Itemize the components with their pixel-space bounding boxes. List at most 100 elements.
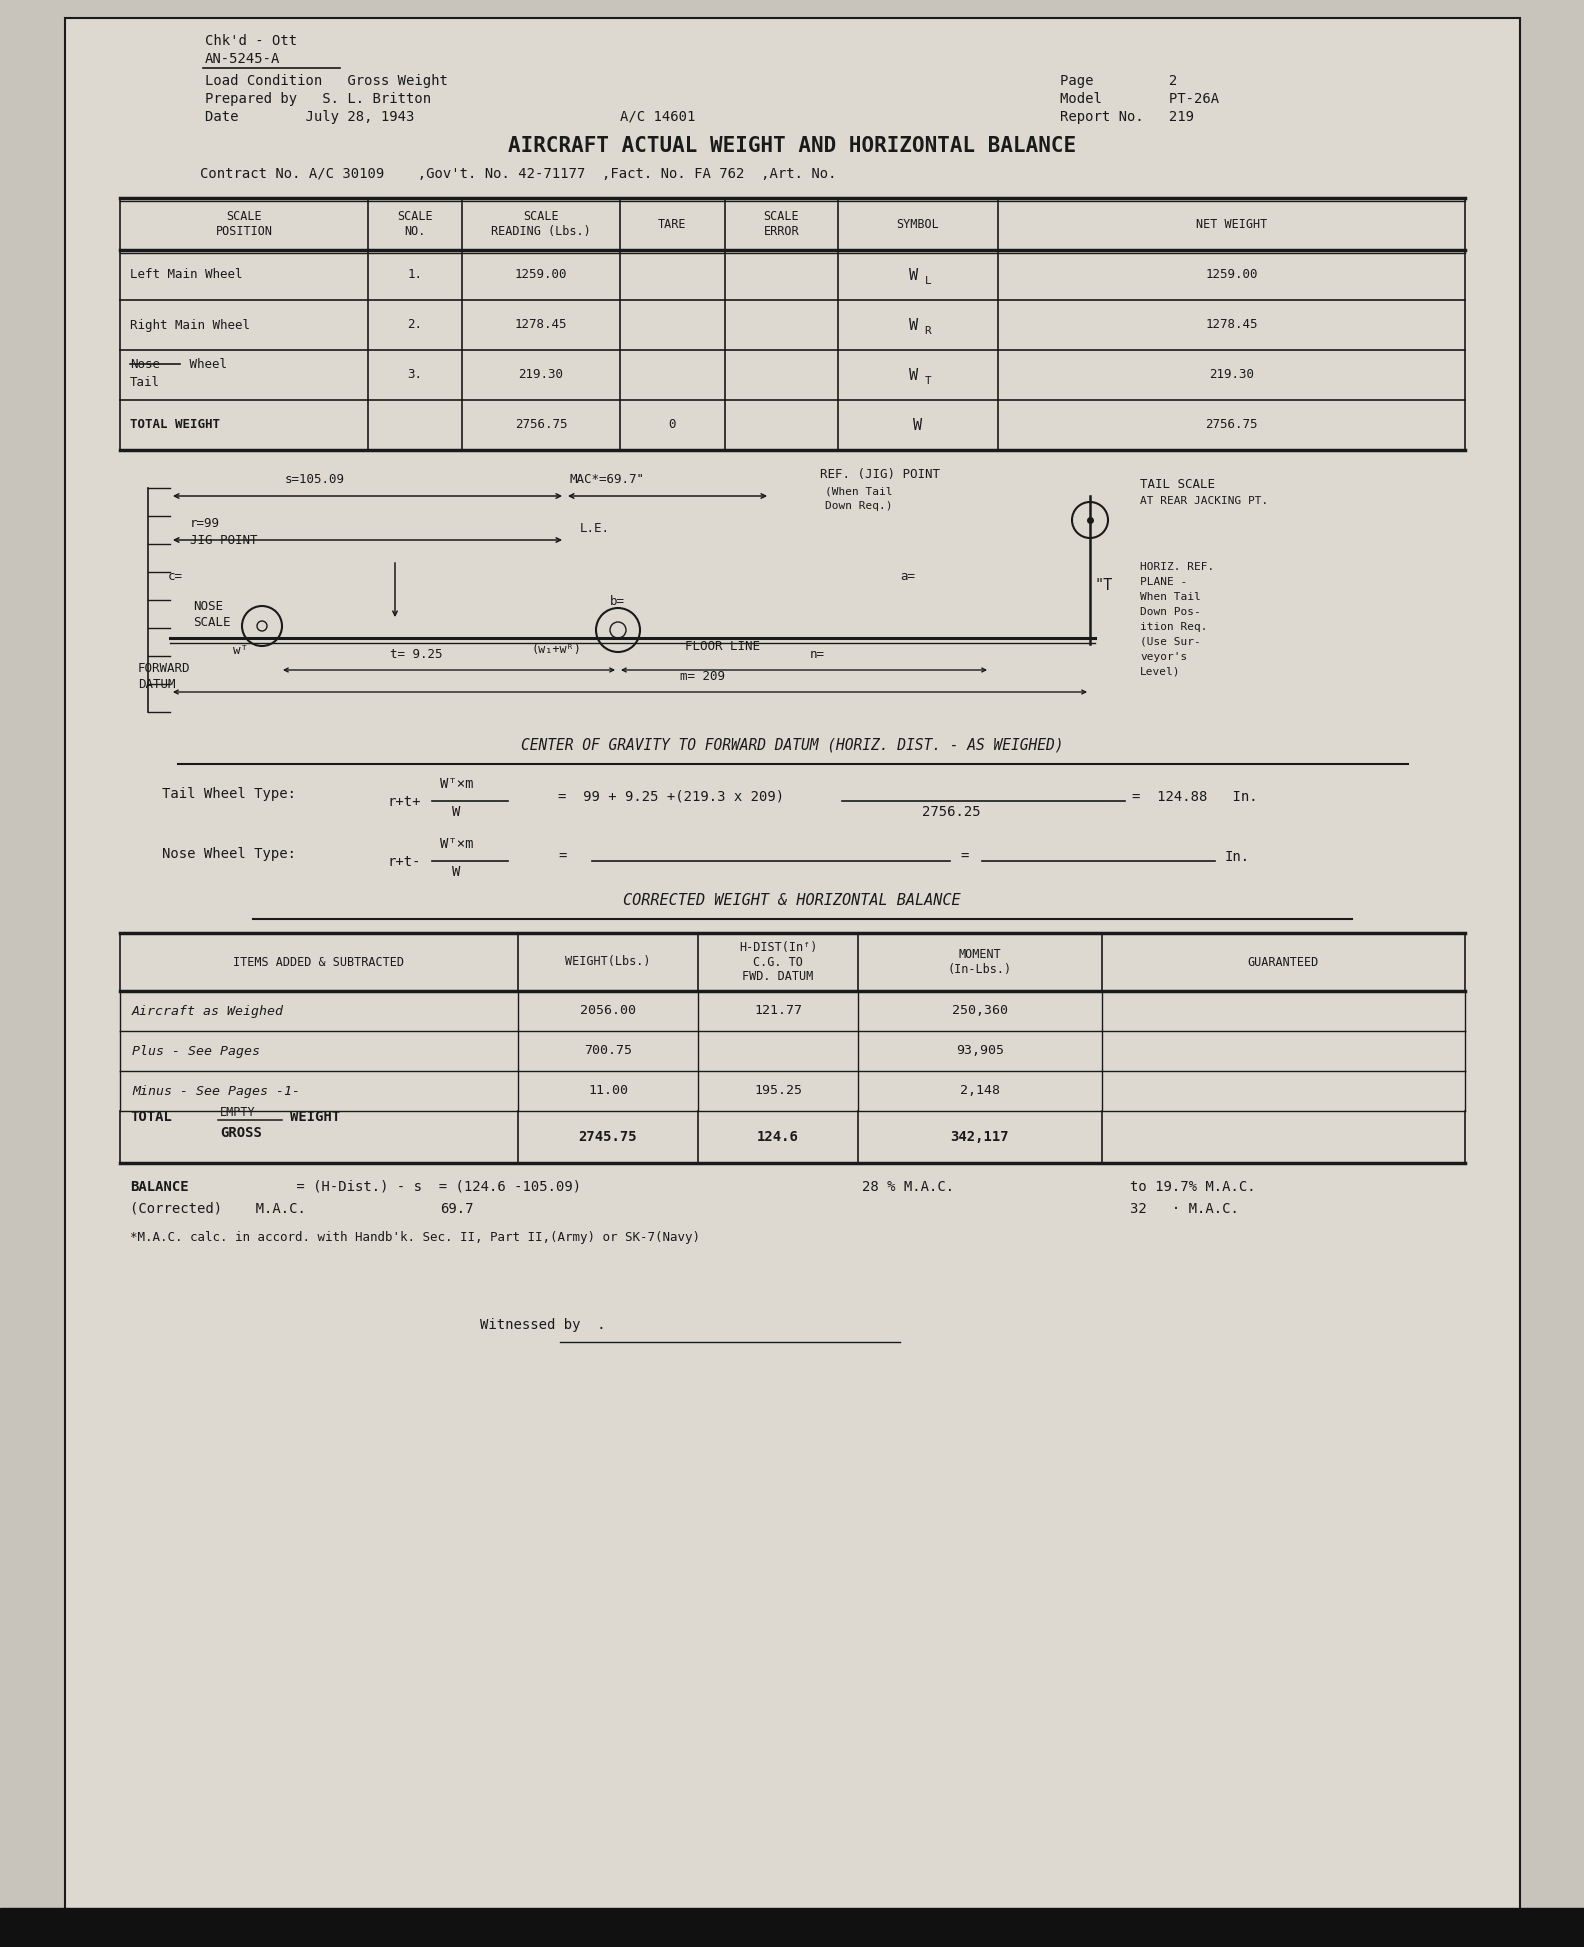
Text: 28 % M.A.C.: 28 % M.A.C. <box>862 1180 954 1194</box>
Text: TARE: TARE <box>659 218 687 230</box>
Text: =: = <box>960 851 968 864</box>
Text: 2756.25: 2756.25 <box>922 804 980 820</box>
Text: t= 9.25: t= 9.25 <box>390 648 442 660</box>
Text: Wᵀ×m: Wᵀ×m <box>440 777 474 790</box>
Text: 2756.75: 2756.75 <box>515 419 567 432</box>
Text: 1278.45: 1278.45 <box>515 319 567 331</box>
Text: 69.7: 69.7 <box>440 1201 474 1217</box>
Text: r=99: r=99 <box>190 518 220 530</box>
Text: Level): Level) <box>1140 668 1180 678</box>
Text: ition Req.: ition Req. <box>1140 621 1207 633</box>
Text: SCALE
ERROR: SCALE ERROR <box>763 210 800 238</box>
Text: s=105.09: s=105.09 <box>285 473 345 487</box>
Text: Witnessed by  .: Witnessed by . <box>480 1318 605 1332</box>
Text: Model        PT-26A: Model PT-26A <box>1060 92 1220 105</box>
Text: "T: "T <box>1095 578 1114 594</box>
Text: *M.A.C. calc. in accord. with Handb'k. Sec. II, Part II,(Army) or SK-7(Navy): *M.A.C. calc. in accord. with Handb'k. S… <box>130 1231 700 1244</box>
Text: Right Main Wheel: Right Main Wheel <box>130 319 250 331</box>
Text: T: T <box>925 376 931 386</box>
Text: SCALE
NO.: SCALE NO. <box>398 210 432 238</box>
Text: a=: a= <box>900 570 916 582</box>
Text: A/C 14601: A/C 14601 <box>619 109 695 125</box>
Text: 2,148: 2,148 <box>960 1084 1000 1098</box>
Text: 2056.00: 2056.00 <box>580 1005 637 1018</box>
Text: L: L <box>925 276 931 286</box>
Text: 1259.00: 1259.00 <box>1205 269 1258 282</box>
Text: Load Condition   Gross Weight: Load Condition Gross Weight <box>204 74 448 88</box>
Text: 11.00: 11.00 <box>588 1084 627 1098</box>
Text: Aircraft as Weighed: Aircraft as Weighed <box>131 1005 284 1018</box>
Text: r+t-: r+t- <box>388 855 421 868</box>
Text: W: W <box>909 368 919 382</box>
Text: 2745.75: 2745.75 <box>578 1129 637 1145</box>
Text: CORRECTED WEIGHT & HORIZONTAL BALANCE: CORRECTED WEIGHT & HORIZONTAL BALANCE <box>623 894 961 907</box>
Text: GUARANTEED: GUARANTEED <box>1248 956 1319 968</box>
Text: SCALE
READING (Lbs.): SCALE READING (Lbs.) <box>491 210 591 238</box>
Text: W: W <box>451 864 461 878</box>
Text: Chk'd - Ott: Chk'd - Ott <box>204 33 298 49</box>
Text: L.E.: L.E. <box>580 522 610 535</box>
Text: HORIZ. REF.: HORIZ. REF. <box>1140 563 1215 572</box>
Text: EMPTY: EMPTY <box>220 1106 255 1120</box>
Text: W: W <box>909 267 919 282</box>
Text: Prepared by   S. L. Britton: Prepared by S. L. Britton <box>204 92 431 105</box>
Text: W: W <box>451 804 461 820</box>
Text: Page         2: Page 2 <box>1060 74 1177 88</box>
Text: 124.6: 124.6 <box>757 1129 798 1145</box>
Text: 700.75: 700.75 <box>584 1044 632 1057</box>
Bar <box>0 1908 1584 1947</box>
Text: Wᵀ×m: Wᵀ×m <box>440 837 474 851</box>
Text: Tail Wheel Type:: Tail Wheel Type: <box>162 787 296 800</box>
Text: DATUM: DATUM <box>138 678 176 691</box>
Text: H-DIST(Inᶠ)
C.G. TO
FWD. DATUM: H-DIST(Inᶠ) C.G. TO FWD. DATUM <box>738 940 817 983</box>
Text: WEIGHT: WEIGHT <box>290 1110 341 1123</box>
Text: Down Pos-: Down Pos- <box>1140 607 1201 617</box>
Text: Nose Wheel Type:: Nose Wheel Type: <box>162 847 296 861</box>
Text: (Use Sur-: (Use Sur- <box>1140 637 1201 646</box>
Text: (When Tail: (When Tail <box>825 487 892 496</box>
Text: R: R <box>925 325 931 337</box>
Text: (w₁+wᴿ): (w₁+wᴿ) <box>532 643 581 656</box>
Text: veyor's: veyor's <box>1140 652 1188 662</box>
Text: (Corrected)    M.A.C.: (Corrected) M.A.C. <box>130 1201 306 1217</box>
Text: r+t+: r+t+ <box>388 794 421 810</box>
Text: =  99 + 9.25 +(219.3 x 209): = 99 + 9.25 +(219.3 x 209) <box>558 790 784 804</box>
Text: = (H-Dist.) - s  = (124.6 -105.09): = (H-Dist.) - s = (124.6 -105.09) <box>288 1180 581 1194</box>
Text: 250,360: 250,360 <box>952 1005 1007 1018</box>
Text: W: W <box>914 417 922 432</box>
Text: TOTAL WEIGHT: TOTAL WEIGHT <box>130 419 220 432</box>
Text: n=: n= <box>809 648 825 660</box>
Text: 1278.45: 1278.45 <box>1205 319 1258 331</box>
Text: PLANE -: PLANE - <box>1140 576 1188 586</box>
Text: BALANCE: BALANCE <box>130 1180 188 1194</box>
Text: 3.: 3. <box>407 368 423 382</box>
Text: Date        July 28, 1943: Date July 28, 1943 <box>204 109 415 125</box>
Text: to 19.7% M.A.C.: to 19.7% M.A.C. <box>1129 1180 1256 1194</box>
Text: AN-5245-A: AN-5245-A <box>204 53 280 66</box>
Text: 121.77: 121.77 <box>754 1005 802 1018</box>
Text: 219.30: 219.30 <box>518 368 564 382</box>
Text: Report No.   219: Report No. 219 <box>1060 109 1194 125</box>
Text: Plus - See Pages: Plus - See Pages <box>131 1044 260 1057</box>
Text: NET WEIGHT: NET WEIGHT <box>1196 218 1267 230</box>
Text: 1.: 1. <box>407 269 423 282</box>
Text: m= 209: m= 209 <box>680 670 725 683</box>
Text: FLOOR LINE: FLOOR LINE <box>684 641 760 652</box>
Text: Down Req.): Down Req.) <box>825 500 892 510</box>
Text: wᵀ: wᵀ <box>233 644 249 656</box>
Text: 219.30: 219.30 <box>1209 368 1255 382</box>
Text: 2756.75: 2756.75 <box>1205 419 1258 432</box>
Text: 32   · M.A.C.: 32 · M.A.C. <box>1129 1201 1239 1217</box>
Text: =: = <box>558 851 567 864</box>
Text: 1259.00: 1259.00 <box>515 269 567 282</box>
Text: 342,117: 342,117 <box>950 1129 1009 1145</box>
Text: b=: b= <box>610 596 626 607</box>
Text: 93,905: 93,905 <box>957 1044 1004 1057</box>
Text: MAC*=69.7": MAC*=69.7" <box>570 473 645 487</box>
Text: GROSS: GROSS <box>220 1125 261 1141</box>
Text: AT REAR JACKING PT.: AT REAR JACKING PT. <box>1140 496 1269 506</box>
Text: =  124.88   In.: = 124.88 In. <box>1133 790 1258 804</box>
Text: 2.: 2. <box>407 319 423 331</box>
Text: JIG POINT: JIG POINT <box>190 533 258 547</box>
Text: 195.25: 195.25 <box>754 1084 802 1098</box>
